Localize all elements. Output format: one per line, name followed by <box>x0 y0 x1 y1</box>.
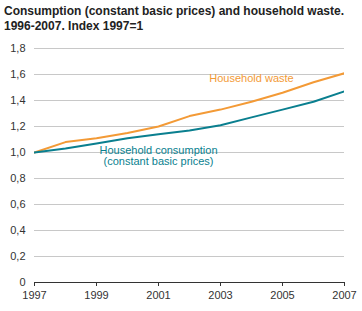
svg-text:Household consumption(constant: Household consumption(constant basic pri… <box>99 144 217 167</box>
svg-text:2001: 2001 <box>146 289 170 301</box>
svg-text:1,2: 1,2 <box>10 120 25 132</box>
svg-text:2005: 2005 <box>270 289 294 301</box>
svg-text:Household waste: Household waste <box>209 72 293 84</box>
svg-text:1999: 1999 <box>84 289 108 301</box>
svg-text:1,0: 1,0 <box>10 146 25 158</box>
svg-text:0: 0 <box>19 276 25 288</box>
svg-text:0,2: 0,2 <box>10 250 25 262</box>
svg-text:1,6: 1,6 <box>10 68 25 80</box>
svg-text:1,4: 1,4 <box>10 94 25 106</box>
svg-text:0,4: 0,4 <box>10 224 25 236</box>
svg-text:0,6: 0,6 <box>10 198 25 210</box>
html-text:Consumption (constant basic pr: Consumption (constant basic prices) and … <box>4 4 344 33</box>
svg-text:1,8: 1,8 <box>10 42 25 54</box>
svg-text:0,8: 0,8 <box>10 172 25 184</box>
svg-text:1997: 1997 <box>22 289 46 301</box>
svg-text:2003: 2003 <box>208 289 232 301</box>
svg-text:2007: 2007 <box>332 289 356 301</box>
